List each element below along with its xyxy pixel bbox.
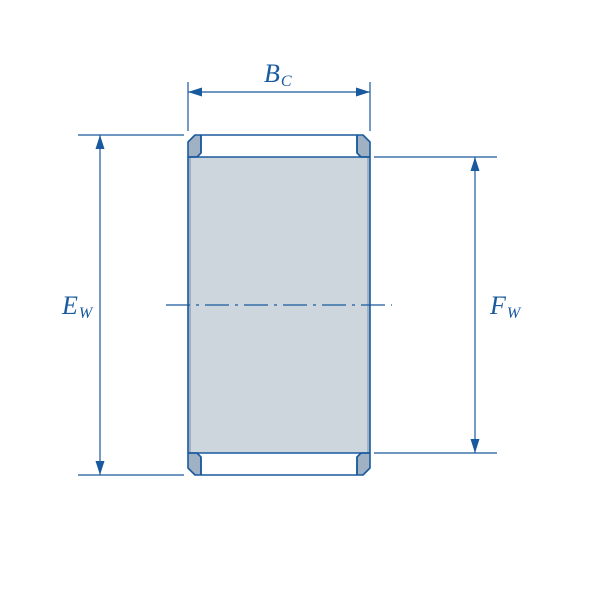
top-wall: [188, 135, 370, 157]
bearing-cross-section-diagram: BC EW FW: [0, 0, 600, 600]
bottom-wall: [188, 453, 370, 475]
label-ew: EW: [61, 291, 94, 322]
label-fw: FW: [489, 291, 522, 322]
label-bc: BC: [264, 59, 292, 90]
